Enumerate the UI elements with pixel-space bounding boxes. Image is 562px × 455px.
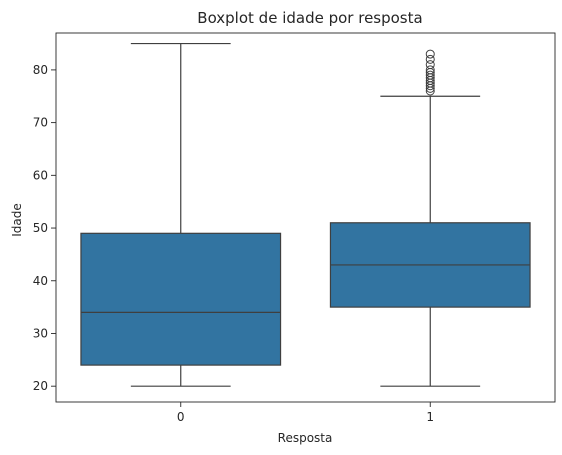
outlier-point (425, 60, 435, 70)
plot-area: 20 30 40 50 60 70 80 0 1 (33, 32, 556, 424)
x-axis-label: Resposta (278, 431, 333, 445)
outlier-point (425, 49, 435, 59)
outlier-point (425, 70, 435, 80)
outlier-point (425, 54, 435, 64)
chart-title: Boxplot de idade por resposta (197, 9, 422, 27)
y-tick-label: 80 (33, 63, 48, 77)
y-tick-label: 60 (33, 168, 48, 182)
y-tick-label: 40 (33, 274, 48, 288)
y-tick-label: 50 (33, 221, 48, 235)
outlier-point (425, 65, 435, 75)
y-axis-label: Idade (10, 203, 24, 237)
box-0 (80, 232, 282, 366)
x-tick-label: 0 (177, 410, 185, 424)
axes-frame (55, 32, 556, 403)
y-tick-label: 70 (33, 116, 48, 130)
x-tick-label: 1 (426, 410, 434, 424)
y-tick-label: 30 (33, 326, 48, 340)
y-tick-label: 20 (33, 379, 48, 393)
